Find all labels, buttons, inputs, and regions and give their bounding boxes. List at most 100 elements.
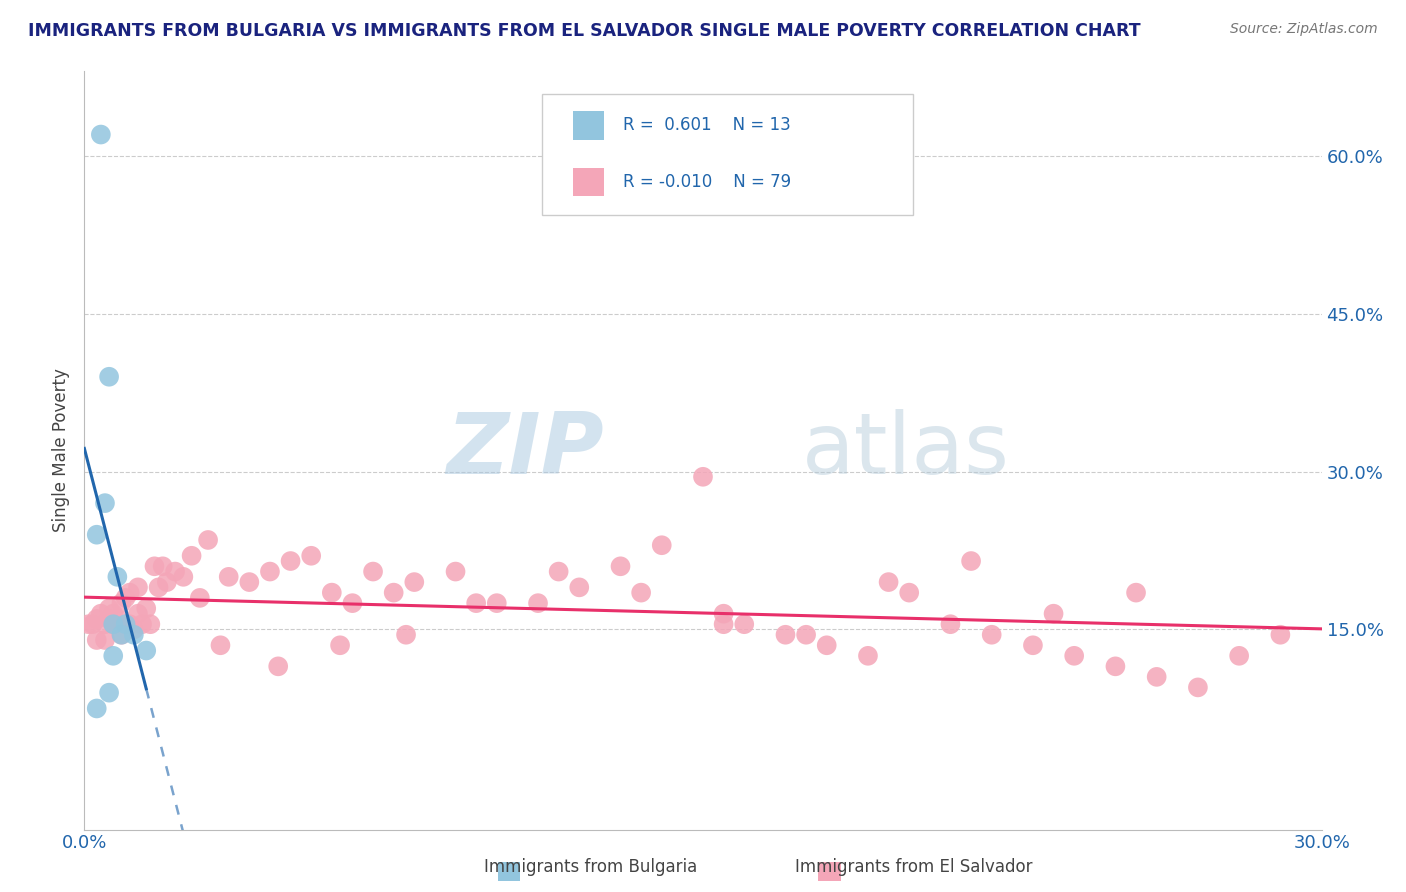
Point xyxy=(77,617,100,632)
Point xyxy=(139,617,162,632)
Text: Source: ZipAtlas.com: Source: ZipAtlas.com xyxy=(1230,22,1378,37)
Point xyxy=(90,607,112,621)
Point xyxy=(1187,681,1209,695)
Point xyxy=(110,596,132,610)
Point xyxy=(98,601,121,615)
Point xyxy=(148,580,170,594)
Point xyxy=(444,565,467,579)
Point xyxy=(127,607,149,621)
FancyBboxPatch shape xyxy=(543,95,914,216)
Point xyxy=(299,549,322,563)
Point xyxy=(568,580,591,594)
Point xyxy=(143,559,166,574)
Point xyxy=(395,628,418,642)
FancyBboxPatch shape xyxy=(574,168,605,196)
Point xyxy=(135,601,157,615)
Point xyxy=(960,554,983,568)
Point xyxy=(465,596,488,610)
Point xyxy=(114,617,136,632)
Point xyxy=(713,617,735,632)
Text: IMMIGRANTS FROM BULGARIA VS IMMIGRANTS FROM EL SALVADOR SINGLE MALE POVERTY CORR: IMMIGRANTS FROM BULGARIA VS IMMIGRANTS F… xyxy=(28,22,1140,40)
Point xyxy=(856,648,879,663)
Point xyxy=(118,617,141,632)
Point xyxy=(209,638,232,652)
Point xyxy=(86,701,108,715)
Point xyxy=(939,617,962,632)
Point xyxy=(267,659,290,673)
Point xyxy=(609,559,631,574)
Point xyxy=(382,585,405,599)
Point xyxy=(898,585,921,599)
Point xyxy=(98,612,121,626)
Point xyxy=(156,575,179,590)
Point xyxy=(86,612,108,626)
Point xyxy=(152,559,174,574)
Point xyxy=(1270,628,1292,642)
Point xyxy=(342,596,364,610)
Point xyxy=(815,638,838,652)
Point xyxy=(110,628,132,642)
Text: Immigrants from Bulgaria: Immigrants from Bulgaria xyxy=(484,858,697,876)
Point xyxy=(94,496,117,510)
Point xyxy=(188,591,211,605)
Point xyxy=(1042,607,1064,621)
Point xyxy=(692,470,714,484)
Point xyxy=(329,638,352,652)
Point xyxy=(82,617,104,632)
Point xyxy=(114,591,136,605)
Point xyxy=(98,686,121,700)
Point xyxy=(280,554,302,568)
Point xyxy=(90,128,112,142)
Point xyxy=(713,607,735,621)
FancyBboxPatch shape xyxy=(574,111,605,140)
Point xyxy=(1022,638,1045,652)
Point xyxy=(218,570,240,584)
Point xyxy=(197,533,219,547)
Point xyxy=(1063,648,1085,663)
Point xyxy=(172,570,194,584)
Point xyxy=(122,628,145,642)
Point xyxy=(118,585,141,599)
Point xyxy=(794,628,817,642)
Point xyxy=(165,565,187,579)
Text: Immigrants from El Salvador: Immigrants from El Salvador xyxy=(796,858,1032,876)
Point xyxy=(404,575,426,590)
Point xyxy=(103,617,125,632)
Point xyxy=(105,612,128,626)
Point xyxy=(122,623,145,637)
Point xyxy=(259,565,281,579)
Text: ZIP: ZIP xyxy=(446,409,605,492)
Point xyxy=(527,596,550,610)
Point xyxy=(733,617,755,632)
Point xyxy=(775,628,797,642)
Point xyxy=(131,617,153,632)
Point xyxy=(94,617,117,632)
Point xyxy=(877,575,900,590)
Point xyxy=(1125,585,1147,599)
Point xyxy=(1146,670,1168,684)
Point xyxy=(103,617,125,632)
Point xyxy=(1227,648,1250,663)
Point xyxy=(135,643,157,657)
Point xyxy=(1104,659,1126,673)
Point xyxy=(361,565,384,579)
Point xyxy=(547,565,569,579)
Text: R = -0.010    N = 79: R = -0.010 N = 79 xyxy=(623,173,790,191)
Point xyxy=(86,633,108,648)
Text: atlas: atlas xyxy=(801,409,1010,492)
Y-axis label: Single Male Poverty: Single Male Poverty xyxy=(52,368,70,533)
Point xyxy=(485,596,508,610)
Point xyxy=(110,628,132,642)
Point xyxy=(651,538,673,552)
Point xyxy=(321,585,343,599)
Text: R =  0.601    N = 13: R = 0.601 N = 13 xyxy=(623,116,790,134)
Point xyxy=(127,580,149,594)
Point xyxy=(94,633,117,648)
Point xyxy=(105,570,128,584)
Point xyxy=(238,575,260,590)
Point xyxy=(98,369,121,384)
Point xyxy=(980,628,1002,642)
Point xyxy=(180,549,202,563)
Point xyxy=(103,607,125,621)
Point xyxy=(86,527,108,541)
